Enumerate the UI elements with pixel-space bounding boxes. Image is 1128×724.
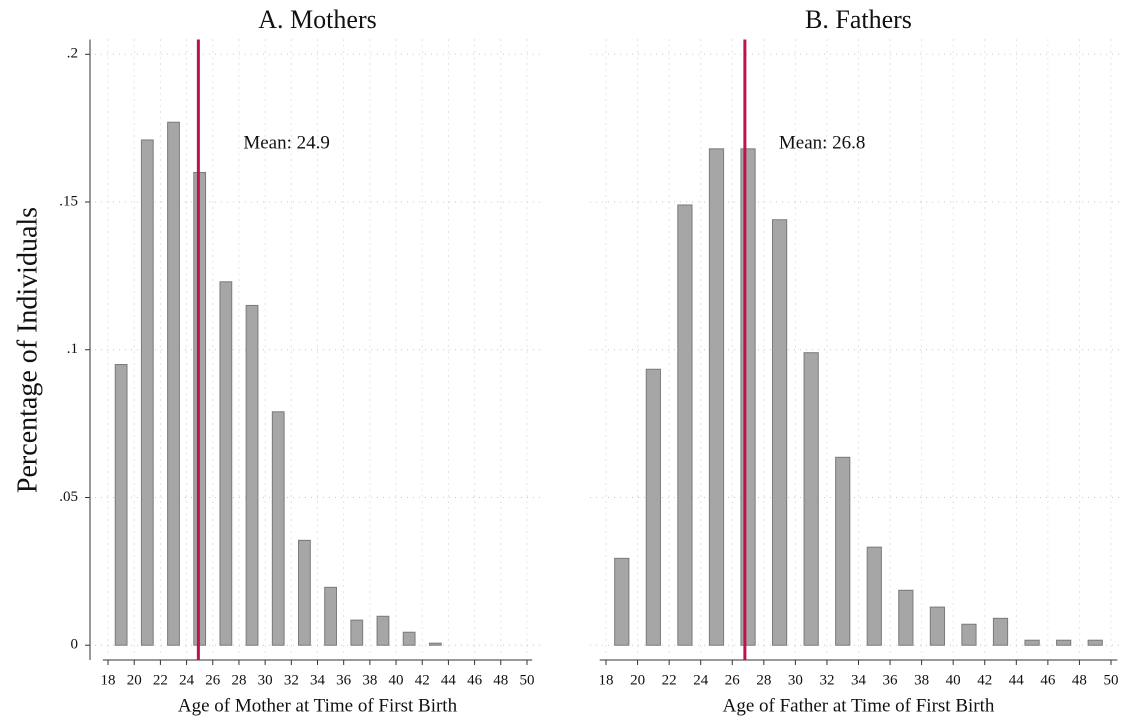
x-tick-label: 46	[1040, 672, 1056, 688]
x-tick-label: 24	[693, 672, 709, 688]
x-tick-label: 20	[630, 672, 645, 688]
mean-annotation: Mean: 26.8	[779, 132, 866, 153]
x-tick-label: 48	[1072, 672, 1087, 688]
x-tick-label: 30	[788, 672, 803, 688]
x-tick-label: 40	[389, 672, 404, 688]
bar	[1056, 639, 1072, 646]
x-tick-label: 34	[310, 672, 326, 688]
x-tick-label: 32	[284, 672, 299, 688]
x-tick-label: 46	[467, 672, 483, 688]
x-tick-label: 50	[519, 672, 534, 688]
x-tick-label: 38	[362, 672, 377, 688]
x-tick-label: 40	[946, 672, 961, 688]
bar	[245, 304, 259, 646]
x-tick-label: 28	[231, 672, 246, 688]
y-tick-label: .2	[67, 46, 78, 62]
x-tick-label: 44	[441, 672, 457, 688]
bar	[614, 557, 630, 646]
x-tick-label: 22	[153, 672, 168, 688]
x-tick-label: 34	[851, 672, 867, 688]
bar	[271, 411, 285, 646]
bar	[866, 546, 882, 646]
x-tick-label: 22	[662, 672, 677, 688]
x-tick-label: 42	[415, 672, 430, 688]
x-tick-label: 18	[599, 672, 614, 688]
y-tick-label: 0	[71, 637, 79, 653]
y-axis-label: Percentage of Individuals	[12, 207, 43, 493]
x-tick-label: 28	[756, 672, 771, 688]
x-tick-label: 24	[179, 672, 195, 688]
chart-title: A. Mothers	[258, 5, 376, 34]
x-tick-label: 32	[819, 672, 834, 688]
y-tick-label: .05	[59, 489, 78, 505]
x-tick-label: 48	[493, 672, 508, 688]
x-tick-label: 36	[883, 672, 899, 688]
bar	[929, 606, 946, 646]
x-tick-label: 36	[336, 672, 352, 688]
bar	[961, 623, 977, 646]
bar	[140, 139, 154, 646]
bar	[708, 148, 725, 646]
bar	[835, 456, 851, 646]
chart-title: B. Fathers	[805, 5, 912, 34]
bar	[1087, 639, 1103, 646]
x-tick-label: 30	[258, 672, 273, 688]
y-tick-label: .15	[59, 193, 78, 209]
x-tick-label: 18	[101, 672, 116, 688]
bar	[324, 586, 337, 646]
mean-annotation: Mean: 24.9	[243, 132, 330, 153]
bar	[219, 281, 233, 646]
bar	[992, 617, 1009, 646]
bar	[740, 148, 756, 646]
x-axis-label: Age of Father at Time of First Birth	[723, 695, 995, 716]
bar	[645, 368, 661, 646]
bar	[803, 352, 819, 646]
x-axis-label: Age of Mother at Time of First Birth	[178, 695, 458, 716]
x-tick-label: 50	[1103, 672, 1118, 688]
x-tick-label: 42	[977, 672, 992, 688]
bar	[167, 121, 180, 646]
bar	[771, 219, 788, 646]
bar	[898, 589, 914, 646]
x-tick-label: 26	[725, 672, 741, 688]
bar	[402, 631, 416, 646]
bar	[114, 364, 128, 646]
y-tick-label: .1	[67, 341, 78, 357]
x-tick-label: 20	[127, 672, 142, 688]
bar	[376, 615, 390, 646]
bar	[428, 642, 442, 646]
bar	[677, 204, 693, 646]
x-tick-label: 26	[205, 672, 221, 688]
x-tick-label: 44	[1009, 672, 1025, 688]
x-tick-label: 38	[914, 672, 929, 688]
bar	[298, 539, 311, 646]
bar	[350, 619, 364, 646]
bar	[1024, 639, 1040, 646]
